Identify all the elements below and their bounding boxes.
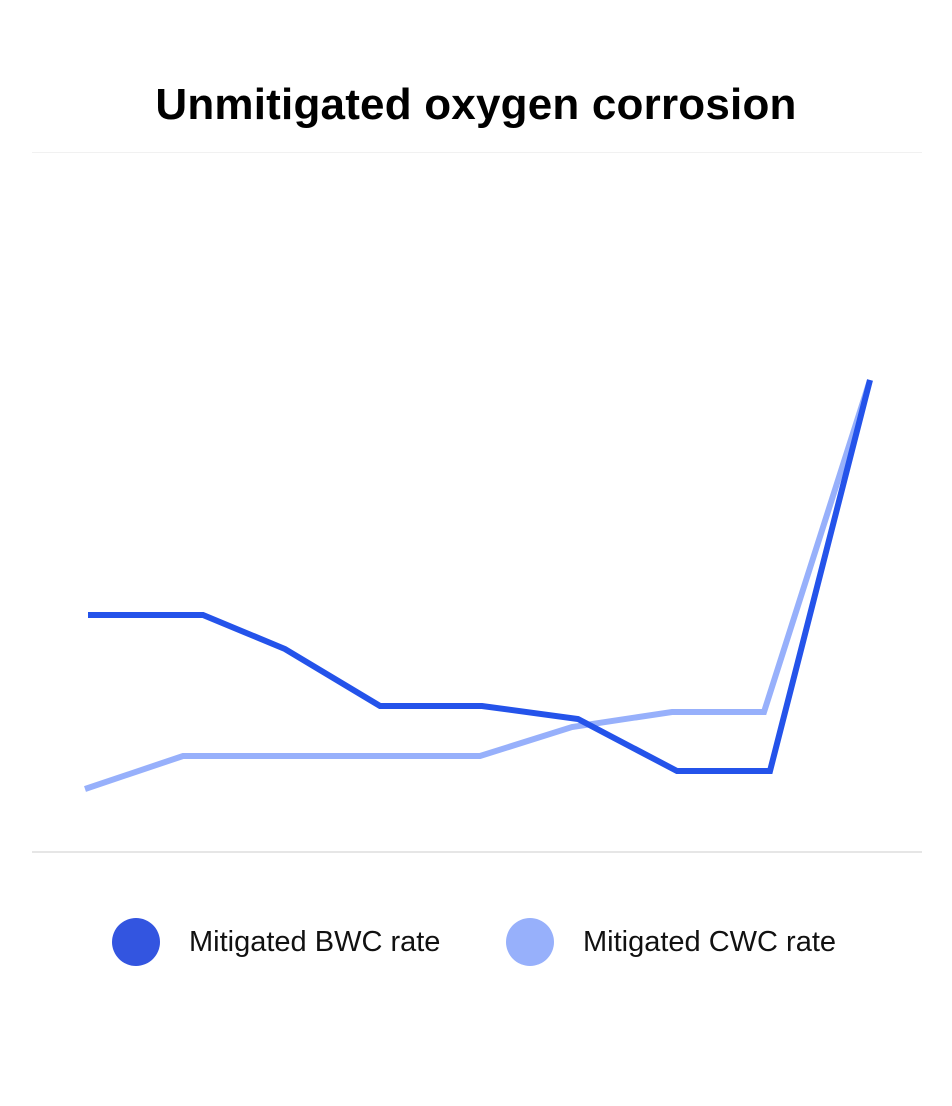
legend-swatch-bwc [112,918,160,966]
title-divider [32,152,922,153]
series-line-cwc [84,379,873,792]
series-line-bwc [88,379,873,774]
legend-item-bwc[interactable]: Mitigated BWC rate [112,916,440,968]
chart-title: Unmitigated oxygen corrosion [155,80,797,129]
legend-label-bwc: Mitigated BWC rate [189,925,441,958]
x-axis-baseline [32,851,922,853]
legend: Mitigated BWC rate Mitigated CWC rate [0,916,952,968]
legend-swatch-cwc [506,918,554,966]
legend-item-cwc[interactable]: Mitigated CWC rate [506,916,836,968]
legend-label-cwc: Mitigated CWC rate [583,925,837,958]
